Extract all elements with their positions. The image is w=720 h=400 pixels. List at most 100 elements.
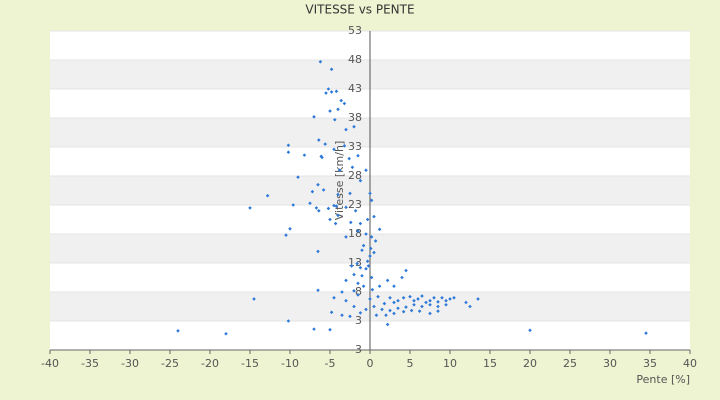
point bbox=[333, 221, 338, 226]
point bbox=[376, 294, 380, 299]
point bbox=[408, 294, 412, 299]
point bbox=[365, 217, 370, 222]
x-tick-label: 15 bbox=[483, 357, 497, 370]
point bbox=[328, 217, 332, 222]
point bbox=[364, 307, 368, 312]
point bbox=[312, 327, 316, 331]
point bbox=[352, 304, 356, 309]
point bbox=[436, 300, 440, 304]
y-tick-label: 48 bbox=[348, 53, 362, 66]
point bbox=[358, 265, 363, 270]
point bbox=[401, 296, 406, 300]
x-tick-label: 5 bbox=[407, 357, 414, 370]
point bbox=[368, 191, 372, 196]
point bbox=[339, 98, 343, 103]
point bbox=[329, 310, 334, 315]
point bbox=[409, 308, 414, 313]
point bbox=[412, 298, 416, 303]
point bbox=[364, 267, 368, 271]
point bbox=[382, 301, 387, 306]
point bbox=[296, 175, 300, 179]
point bbox=[336, 213, 340, 218]
point bbox=[384, 313, 388, 317]
point bbox=[440, 296, 444, 300]
point bbox=[365, 259, 370, 264]
point bbox=[326, 87, 331, 91]
point bbox=[316, 249, 320, 254]
point bbox=[316, 288, 320, 293]
point bbox=[329, 90, 334, 94]
point bbox=[353, 209, 358, 213]
point bbox=[372, 214, 376, 219]
point bbox=[286, 319, 291, 323]
point bbox=[340, 290, 344, 294]
point bbox=[377, 284, 382, 288]
point bbox=[528, 328, 532, 333]
point bbox=[372, 250, 376, 255]
point bbox=[404, 268, 408, 273]
x-tick-label: 0 bbox=[367, 357, 374, 370]
point bbox=[396, 298, 400, 303]
point bbox=[644, 331, 648, 335]
point bbox=[344, 127, 348, 132]
point bbox=[176, 329, 180, 333]
point bbox=[349, 264, 354, 268]
point bbox=[302, 153, 307, 157]
x-tick-label: -40 bbox=[41, 357, 59, 370]
x-tick-label: -25 bbox=[161, 357, 179, 370]
x-tick-label: 30 bbox=[603, 357, 617, 370]
point bbox=[364, 232, 368, 236]
x-tick-label: -30 bbox=[121, 357, 139, 370]
y-tick-label: 43 bbox=[348, 82, 362, 95]
point bbox=[352, 124, 356, 129]
point bbox=[252, 297, 256, 301]
point bbox=[326, 206, 331, 211]
point bbox=[361, 284, 366, 288]
point bbox=[224, 331, 228, 336]
point bbox=[385, 322, 390, 327]
point bbox=[392, 300, 396, 305]
point bbox=[377, 227, 382, 232]
point bbox=[366, 264, 371, 268]
point bbox=[356, 281, 360, 286]
point bbox=[328, 327, 332, 332]
point bbox=[336, 192, 340, 197]
point bbox=[349, 220, 353, 225]
point bbox=[347, 156, 351, 161]
point bbox=[436, 309, 440, 313]
point bbox=[288, 226, 292, 231]
y-axis-label: Vitesse [km/h] bbox=[333, 141, 346, 221]
point bbox=[352, 272, 356, 277]
point bbox=[344, 298, 348, 303]
point bbox=[323, 142, 327, 146]
point bbox=[350, 165, 355, 170]
y-tick-label: 3 bbox=[355, 314, 362, 327]
x-tick-label: 25 bbox=[563, 357, 577, 370]
point bbox=[317, 209, 321, 213]
point bbox=[392, 311, 396, 316]
point bbox=[370, 287, 375, 292]
x-tick-label: -10 bbox=[281, 357, 299, 370]
point bbox=[317, 138, 321, 142]
point bbox=[344, 205, 348, 210]
x-axis-label: Pente [%] bbox=[636, 373, 690, 386]
point bbox=[448, 297, 452, 301]
point bbox=[312, 115, 316, 119]
y-tick-label: 18 bbox=[348, 227, 362, 240]
point bbox=[316, 182, 320, 187]
x-tick-label: -20 bbox=[201, 357, 219, 370]
point bbox=[417, 309, 422, 313]
point bbox=[412, 302, 416, 307]
point bbox=[468, 304, 472, 309]
point bbox=[385, 278, 390, 283]
point bbox=[320, 155, 324, 160]
point bbox=[388, 296, 392, 300]
y-tick-label: 33 bbox=[348, 140, 362, 153]
point bbox=[342, 144, 347, 148]
y-tick-label: 8 bbox=[355, 285, 362, 298]
point bbox=[428, 311, 432, 316]
chart-title: VITESSE vs PENTE bbox=[305, 3, 414, 17]
point bbox=[369, 275, 374, 280]
point bbox=[355, 261, 359, 266]
